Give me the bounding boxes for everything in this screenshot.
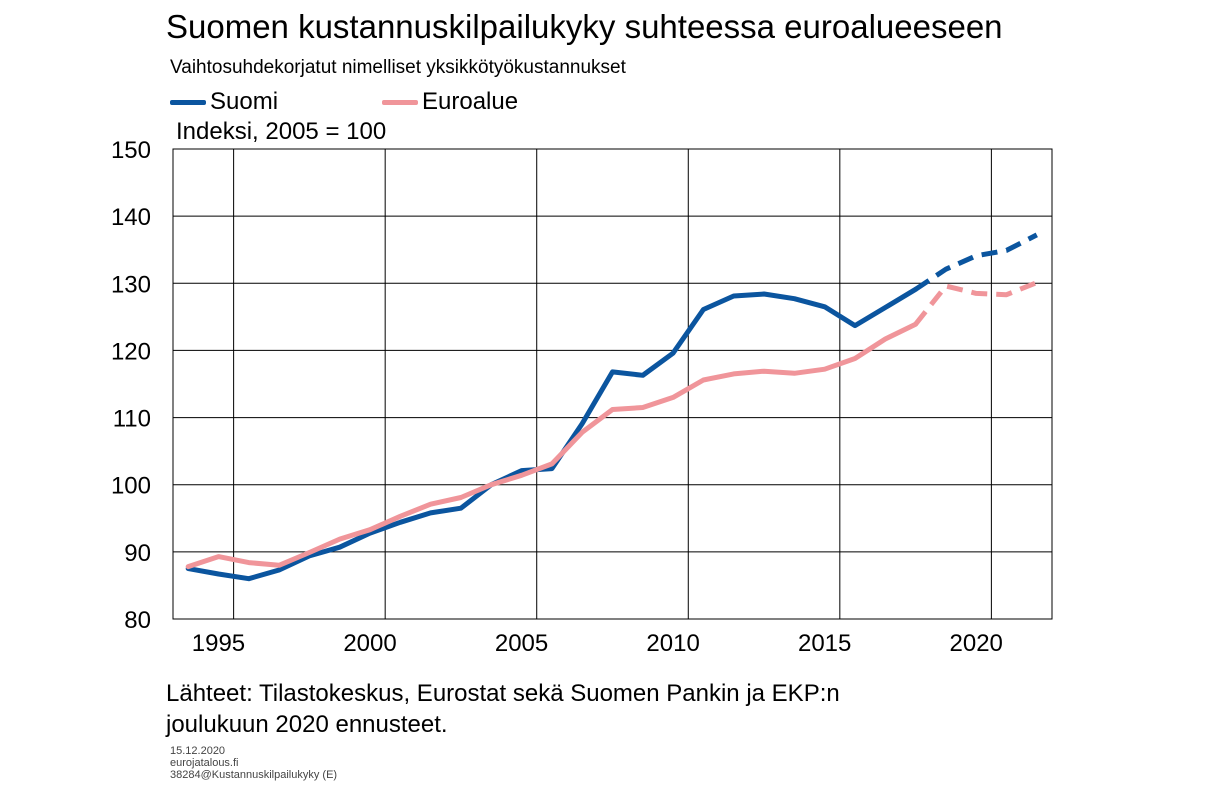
y-tick-label-120: 120 <box>111 338 151 365</box>
legend-label-suomi: Suomi <box>210 88 279 115</box>
plot-area <box>172 148 1053 620</box>
y-tick-label-110: 110 <box>113 406 151 433</box>
series-line-suomi <box>185 286 919 582</box>
legend-swatch-euroalue <box>382 99 418 105</box>
footer-site: eurojatalous.fi <box>170 757 239 769</box>
x-tick-label-2020: 2020 <box>950 630 1003 657</box>
source-line-2: joulukuun 2020 ennusteet. <box>166 711 448 738</box>
legend-item-suomi: Suomi <box>170 88 278 116</box>
legend-swatch-suomi <box>170 99 206 105</box>
x-tick-label-1995: 1995 <box>192 630 245 657</box>
series-forecast-line-suomi <box>914 232 1038 292</box>
footer-date: 15.12.2020 <box>170 745 226 757</box>
y-tick-label-130: 130 <box>111 271 151 298</box>
legend-label-euroalue: Euroalue <box>422 88 519 115</box>
axis-unit-label: Indeksi, 2005 = 100 <box>176 118 387 145</box>
footer-code: 38284@Kustannuskilpailukyky (E) <box>170 769 338 781</box>
x-tick-label-2015: 2015 <box>798 630 851 657</box>
source-line-1: Lähteet: Tilastokeskus, Eurostat sekä Su… <box>166 680 840 707</box>
legend: Suomi Euroalue <box>170 88 690 116</box>
series-forecast-line-euroalue <box>913 280 1038 326</box>
chart-subtitle: Vaihtosuhdekorjatut nimelliset yksikköty… <box>170 57 626 78</box>
x-tick-label-2000: 2000 <box>343 630 396 657</box>
y-tick-label-90: 90 <box>124 540 151 567</box>
x-tick-label-2010: 2010 <box>646 630 699 657</box>
x-tick-label-2005: 2005 <box>495 630 548 657</box>
y-tick-label-80: 80 <box>124 607 151 634</box>
y-tick-label-100: 100 <box>111 473 151 500</box>
series-line-euroalue <box>185 321 919 570</box>
y-tick-label-140: 140 <box>111 204 151 231</box>
chart-title: Suomen kustannuskilpailukyky suhteessa e… <box>166 8 1003 45</box>
footer-meta: 15.12.2020 eurojatalous.fi 38284@Kustann… <box>170 745 337 781</box>
legend-item-euroalue: Euroalue <box>382 88 518 116</box>
source-note: Lähteet: Tilastokeskus, Eurostat sekä Su… <box>166 678 986 740</box>
y-tick-label-150: 150 <box>111 137 151 164</box>
